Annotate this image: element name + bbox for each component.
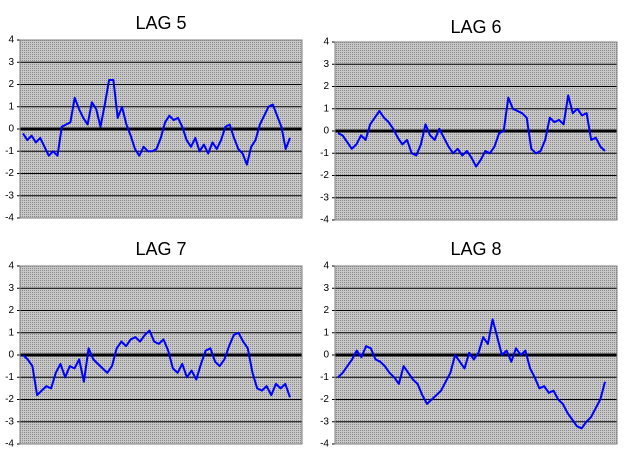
series-line — [337, 94, 606, 168]
y-tick-label: -1 — [5, 372, 14, 383]
y-tick-label: 4 — [323, 261, 329, 272]
series-line — [22, 329, 291, 398]
y-tick-label: -2 — [320, 170, 329, 181]
y-tick-label: 2 — [323, 81, 329, 92]
y-tick-label: -3 — [320, 416, 329, 427]
y-tick-label: -2 — [320, 394, 329, 405]
y-tick-label: 0 — [323, 126, 329, 137]
y-tick-label: -4 — [320, 215, 329, 226]
y-tick-label: -3 — [320, 192, 329, 203]
y-tick-label: -3 — [5, 416, 14, 427]
chart-title: LAG 8 — [450, 239, 501, 259]
y-tick-label: 0 — [8, 350, 14, 361]
chart-title: LAG 5 — [135, 13, 186, 33]
y-tick-label: -1 — [5, 146, 14, 157]
y-tick-label: 1 — [8, 327, 14, 338]
chart-title: LAG 7 — [135, 239, 186, 259]
y-tick-label: 1 — [323, 103, 329, 114]
y-tick-label: -2 — [5, 394, 14, 405]
y-tick-label: 2 — [323, 305, 329, 316]
y-tick-label: -4 — [320, 439, 329, 450]
y-tick-label: 3 — [8, 57, 14, 68]
y-tick-label: -1 — [320, 148, 329, 159]
plot-border — [19, 39, 303, 219]
y-tick-label: 0 — [8, 124, 14, 135]
y-tick-label: 4 — [8, 261, 14, 272]
y-tick-label: 1 — [8, 101, 14, 112]
y-tick-label: 1 — [323, 327, 329, 338]
chart-title: LAG 6 — [450, 17, 501, 37]
y-tick-label: 0 — [323, 350, 329, 361]
y-tick-label: -4 — [5, 213, 14, 224]
y-tick-label: -4 — [5, 439, 14, 450]
y-tick-label: -3 — [5, 190, 14, 201]
y-tick-label: 2 — [8, 305, 14, 316]
series-line — [22, 79, 291, 166]
y-tick-label: 4 — [323, 37, 329, 48]
y-tick-label: -1 — [320, 372, 329, 383]
y-tick-label: 2 — [8, 79, 14, 90]
y-tick-label: 4 — [8, 35, 14, 46]
plot-border — [19, 265, 303, 445]
plot-border — [334, 41, 618, 221]
y-tick-label: 3 — [323, 59, 329, 70]
y-tick-label: 3 — [8, 283, 14, 294]
y-tick-label: 3 — [323, 283, 329, 294]
series-line — [337, 318, 606, 430]
plot-border — [334, 265, 618, 445]
y-tick-label: -2 — [5, 168, 14, 179]
